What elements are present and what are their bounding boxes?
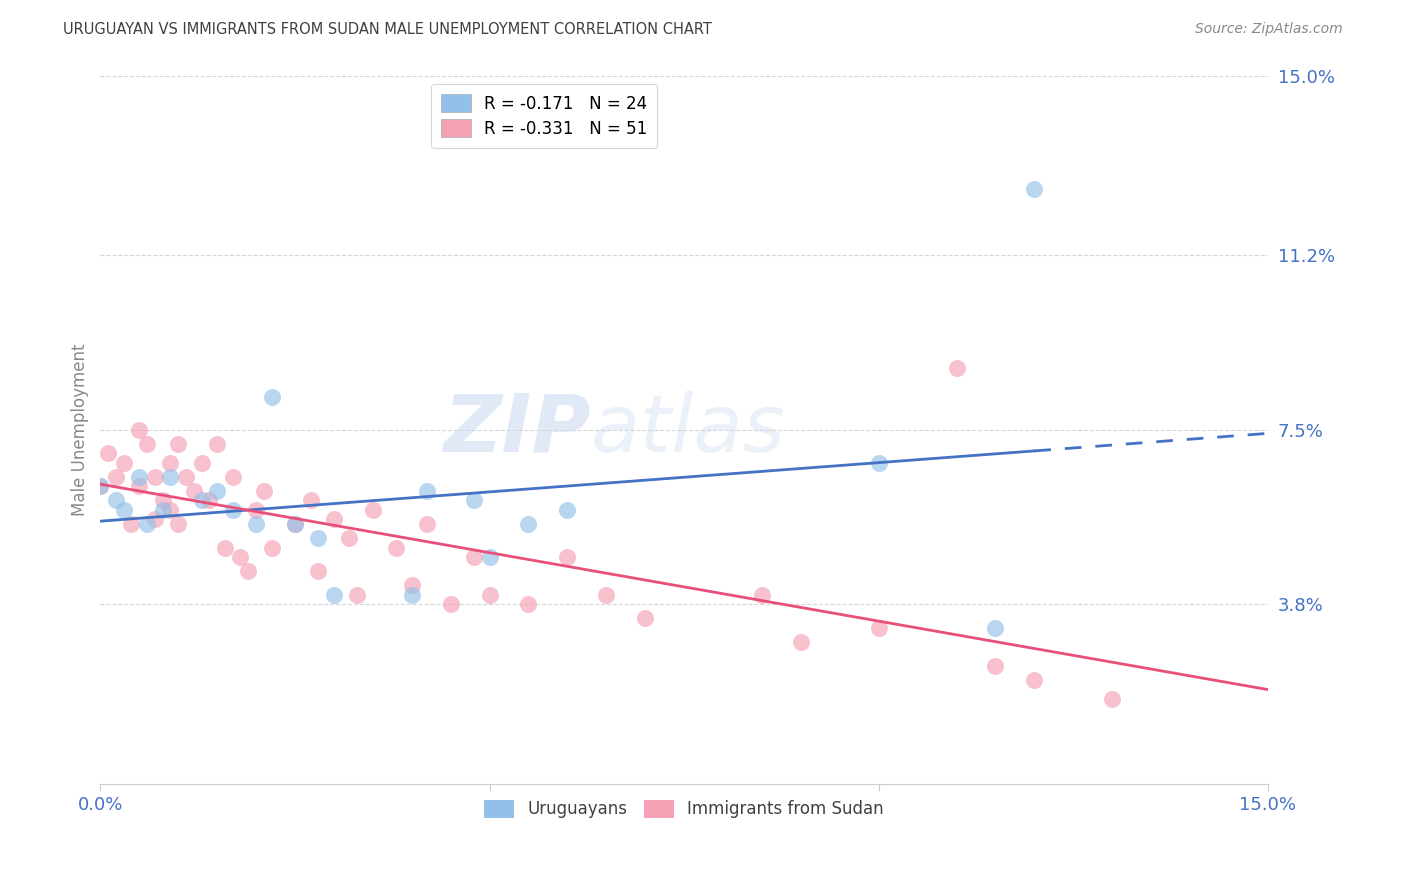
Point	[557, 550, 579, 565]
Text: URUGUAYAN VS IMMIGRANTS FROM SUDAN MALE UNEMPLOYMENT CORRELATION CHART: URUGUAYAN VS IMMIGRANTS FROM SUDAN MALE …	[63, 22, 713, 37]
Point	[401, 588, 423, 602]
Point	[229, 550, 252, 565]
Point	[339, 531, 361, 545]
Point	[143, 470, 166, 484]
Point	[517, 517, 540, 532]
Point	[260, 390, 283, 404]
Point	[1024, 182, 1046, 196]
Point	[190, 493, 212, 508]
Point	[104, 493, 127, 508]
Point	[221, 503, 243, 517]
Point	[401, 578, 423, 592]
Point	[245, 503, 267, 517]
Point	[167, 437, 190, 451]
Point	[112, 503, 135, 517]
Point	[984, 621, 1007, 635]
Point	[307, 564, 329, 578]
Point	[634, 611, 657, 625]
Point	[245, 517, 267, 532]
Point	[112, 456, 135, 470]
Point	[517, 597, 540, 611]
Point	[361, 503, 384, 517]
Point	[385, 541, 408, 555]
Point	[463, 550, 485, 565]
Point	[128, 470, 150, 484]
Point	[174, 470, 197, 484]
Point	[152, 503, 174, 517]
Point	[346, 588, 368, 602]
Point	[478, 550, 501, 565]
Point	[868, 456, 890, 470]
Point	[557, 503, 579, 517]
Point	[416, 483, 439, 498]
Point	[284, 517, 307, 532]
Point	[198, 493, 221, 508]
Point	[253, 483, 276, 498]
Point	[1024, 673, 1046, 687]
Point	[307, 531, 329, 545]
Point	[284, 517, 307, 532]
Point	[221, 470, 243, 484]
Text: atlas: atlas	[591, 391, 786, 468]
Point	[790, 635, 813, 649]
Text: ZIP: ZIP	[443, 391, 591, 468]
Legend: Uruguayans, Immigrants from Sudan: Uruguayans, Immigrants from Sudan	[478, 793, 891, 825]
Text: Source: ZipAtlas.com: Source: ZipAtlas.com	[1195, 22, 1343, 37]
Point	[439, 597, 461, 611]
Point	[159, 456, 181, 470]
Point	[97, 446, 120, 460]
Point	[322, 512, 344, 526]
Point	[463, 493, 485, 508]
Point	[1101, 691, 1123, 706]
Point	[984, 658, 1007, 673]
Point	[143, 512, 166, 526]
Point	[128, 479, 150, 493]
Point	[214, 541, 236, 555]
Point	[89, 479, 111, 493]
Point	[238, 564, 260, 578]
Point	[159, 470, 181, 484]
Point	[128, 423, 150, 437]
Point	[136, 517, 159, 532]
Point	[205, 483, 228, 498]
Point	[945, 361, 967, 376]
Point	[416, 517, 439, 532]
Point	[89, 479, 111, 493]
Point	[183, 483, 205, 498]
Point	[121, 517, 143, 532]
Point	[190, 456, 212, 470]
Point	[299, 493, 322, 508]
Point	[868, 621, 890, 635]
Point	[260, 541, 283, 555]
Point	[152, 493, 174, 508]
Point	[167, 517, 190, 532]
Point	[136, 437, 159, 451]
Point	[104, 470, 127, 484]
Y-axis label: Male Unemployment: Male Unemployment	[72, 343, 89, 516]
Point	[595, 588, 617, 602]
Point	[159, 503, 181, 517]
Point	[478, 588, 501, 602]
Point	[205, 437, 228, 451]
Point	[322, 588, 344, 602]
Point	[751, 588, 773, 602]
